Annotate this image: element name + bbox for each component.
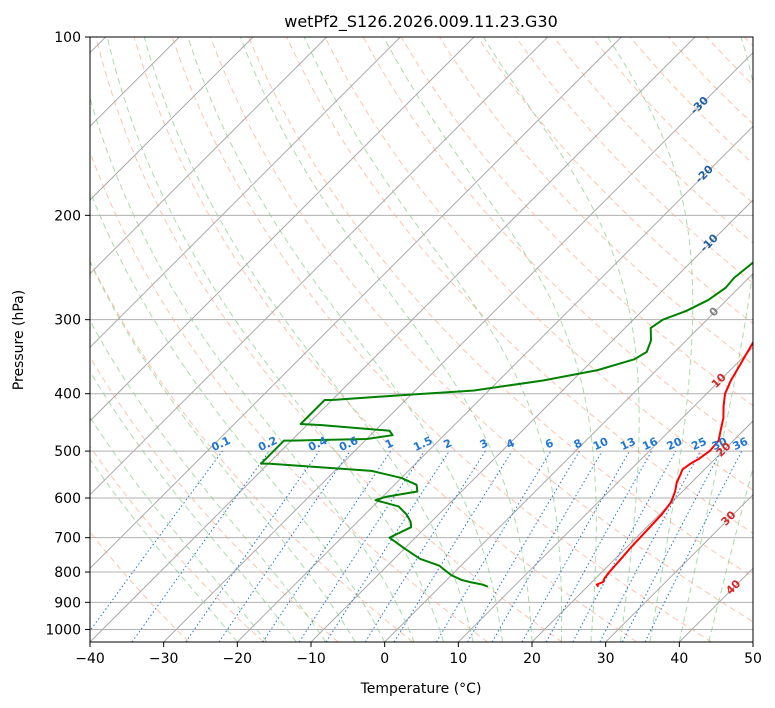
dry-adiabat-line	[248, 37, 753, 578]
dry-adiabat-line	[477, 37, 753, 325]
mixing-ratio-lines	[90, 450, 743, 642]
mixing-ratio-label: 13	[618, 435, 637, 453]
x-axis-label: Temperature (°C)	[360, 681, 482, 697]
y-tick-label: 500	[54, 444, 81, 460]
moist-adiabat-line	[678, 37, 753, 642]
moist-adiabat-line	[482, 37, 640, 642]
dry-adiabat-line	[95, 37, 563, 642]
dry-adiabat-line	[591, 37, 753, 204]
y-axis-label: Pressure (hPa)	[11, 290, 27, 390]
mixing-ratio-line	[90, 450, 223, 632]
mixing-ratio-label: 10	[591, 435, 611, 453]
mixing-ratio-label: 25	[689, 435, 708, 453]
dry-adiabat-line	[324, 37, 753, 491]
mixing-ratio-line	[325, 450, 450, 642]
temperature-profile-line	[595, 340, 753, 588]
mixing-ratio-label: 16	[640, 435, 660, 453]
moist-adiabat-line	[303, 37, 563, 642]
moist-adiabats	[90, 37, 753, 642]
x-tick-label: 0	[380, 651, 389, 667]
mixing-ratio-label: 36	[731, 435, 751, 453]
x-tick-label: 20	[523, 651, 541, 667]
isotherm-line	[90, 37, 549, 496]
y-axis-ticks: 1000 900 800 700 600 500 400 300 200 100	[45, 30, 90, 638]
moist-adiabat-line	[239, 37, 533, 642]
plot-frame	[89, 36, 754, 643]
moist-adiabat-line	[383, 37, 597, 642]
y-tick-label: 1000	[45, 622, 81, 638]
dry-adiabat-line	[133, 37, 638, 642]
isotherm-line	[236, 125, 753, 642]
isotherm-line	[310, 199, 753, 642]
y-tick-label: 100	[54, 30, 81, 46]
moist-adiabat-line	[187, 37, 504, 642]
isotherm-line	[531, 420, 753, 642]
y-tick-label: 800	[54, 565, 81, 581]
y-tick-label: 700	[54, 531, 81, 547]
chart-title: wetPf2_S126.2026.009.11.23.G30	[284, 12, 558, 32]
moist-adiabat-line	[90, 189, 386, 642]
moist-adiabat-line	[90, 319, 327, 642]
y-tick-label: 300	[54, 313, 81, 329]
mixing-ratio-line	[185, 450, 320, 642]
dry-adiabat-line	[90, 445, 264, 642]
isotherm-line	[457, 346, 753, 642]
x-tick-label: −30	[149, 651, 179, 667]
moist-adiabat-line	[90, 370, 297, 642]
mixing-ratio-line	[262, 450, 392, 642]
mixing-ratio-label: 30	[710, 435, 730, 453]
x-tick-label: 50	[744, 651, 762, 667]
isotherm-line	[90, 37, 328, 275]
moist-adiabat-line	[90, 458, 238, 642]
y-tick-label: 200	[54, 208, 81, 224]
isotherm-line	[90, 37, 401, 349]
x-tick-label: 10	[449, 651, 467, 667]
moist-adiabat-line	[90, 416, 268, 642]
isotherm-line	[90, 37, 254, 201]
mixing-ratio-line	[545, 450, 653, 642]
x-tick-label: −10	[296, 651, 326, 667]
isotherm-line	[90, 37, 696, 642]
dry-adiabat-line	[515, 37, 753, 284]
x-tick-label: −40	[75, 651, 105, 667]
y-tick-label: 600	[54, 491, 81, 507]
mixing-ratio-line	[218, 450, 351, 642]
dry-adiabat-line	[90, 259, 414, 642]
y-tick-label: 400	[54, 387, 81, 403]
isotherm-line	[384, 272, 753, 642]
moist-adiabat-line	[106, 37, 445, 642]
mixing-ratio-line	[521, 450, 630, 642]
dewpoint-profile-line	[259, 261, 753, 588]
dry-adiabat-line	[400, 37, 753, 407]
x-tick-label: 30	[597, 651, 615, 667]
dry-adiabats	[90, 37, 753, 642]
dry-adiabat-line	[629, 37, 753, 165]
y-tick-label: 900	[54, 595, 81, 611]
moist-adiabat-line	[708, 466, 753, 642]
isotherm-line	[90, 37, 622, 570]
moist-adiabat-line	[607, 37, 694, 642]
isotherms	[90, 37, 753, 642]
mixing-ratio-line	[644, 450, 743, 642]
moist-adiabat-line	[90, 260, 356, 642]
moist-adiabat-line	[143, 37, 474, 642]
x-tick-label: 40	[670, 651, 688, 667]
isotherm-line	[90, 37, 475, 422]
profile-series	[259, 261, 753, 588]
dry-adiabat-line	[210, 37, 753, 623]
isotherm-line	[605, 493, 753, 642]
mixing-ratio-line	[572, 450, 677, 642]
x-axis-ticks: −40 −30 −20 −10 0 10 20 30 40 50	[75, 642, 762, 667]
isotherm-line	[163, 51, 753, 642]
mixing-ratio-label: 20	[665, 435, 685, 453]
x-tick-label: −20	[223, 651, 253, 667]
mixing-ratio-line	[393, 450, 513, 642]
dry-adiabat-line	[171, 37, 712, 642]
mixing-ratio-line	[131, 450, 270, 642]
